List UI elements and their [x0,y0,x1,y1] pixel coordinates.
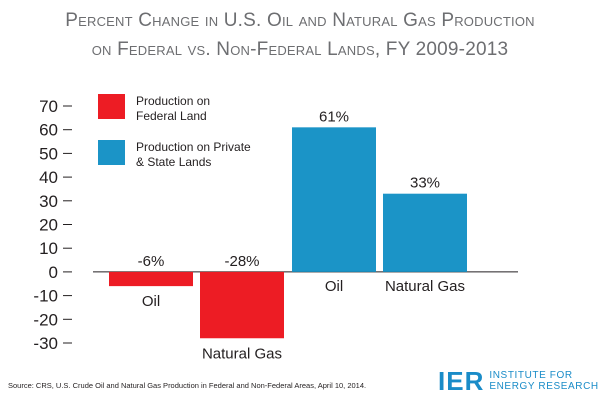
y-tick-label: 70 [39,97,58,116]
legend-label-line: Production on [136,94,210,108]
chart-title-line-1: Percent Change in U.S. Oil and Natural G… [65,10,535,31]
legend-label-line: & State Lands [136,155,211,169]
y-tick-label: 10 [39,239,58,258]
data-label: -6% [138,253,165,270]
logo-mark: IER [438,366,485,396]
logo-text: INSTITUTE FOR ENERGY RESEARCH [489,370,598,392]
data-label: 61% [319,108,349,125]
y-tick-label: 40 [39,168,58,187]
logo-line-1: INSTITUTE FOR [489,370,573,381]
legend-swatch-federal [98,94,125,119]
bar-nonfederal-natural-gas [383,193,467,272]
bar-federal-natural-gas [200,271,284,339]
logo-line-2: ENERGY RESEARCH [489,381,599,392]
bar-nonfederal-oil [292,127,376,272]
chart-title-line-2: on Federal vs. Non-Federal Lands, FY 200… [91,39,509,60]
y-tick-label: -10 [33,287,58,306]
chart-title: Percent Change in U.S. Oil and Natural G… [0,6,600,64]
ier-logo: IER INSTITUTE FOR ENERGY RESEARCH [438,366,599,396]
y-tick-label: -20 [33,310,58,329]
legend-swatch-nonfederal [98,140,125,165]
category-label: Natural Gas [202,345,282,362]
y-tick-label: 30 [39,192,58,211]
category-label: Oil [325,278,343,295]
category-label: Natural Gas [385,278,465,295]
y-tick-label: 20 [39,216,58,235]
bar-federal-oil [109,271,193,287]
legend-label-line: Federal Land [136,109,207,123]
y-tick-label: 50 [39,144,58,163]
data-label: 33% [410,175,440,192]
y-tick-label: 0 [49,263,58,282]
legend-label-line: Production on Private [136,140,251,154]
y-tick-label: 60 [39,121,58,140]
category-label: Oil [142,293,160,310]
y-tick-label: -30 [33,334,58,353]
data-label: -28% [224,253,259,270]
source-note: Source: CRS, U.S. Crude Oil and Natural … [8,381,367,390]
